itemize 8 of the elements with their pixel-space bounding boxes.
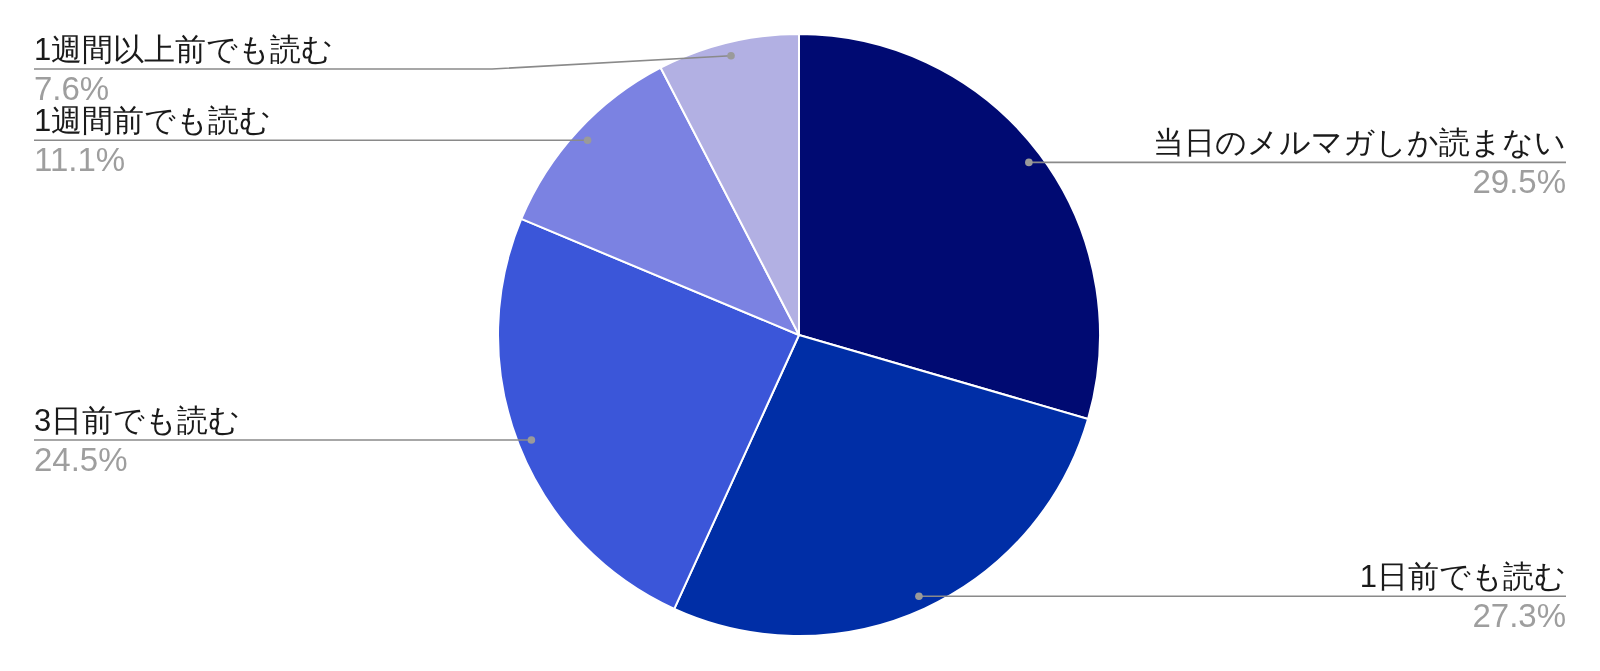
data-label: 24.5% bbox=[34, 440, 128, 478]
slice-label: 1日前でも読む bbox=[1359, 559, 1566, 595]
data-label: 27.3% bbox=[1472, 597, 1566, 635]
slice-label: 3日前でも読む bbox=[34, 402, 241, 438]
slice-label: 1週間以上前でも読む bbox=[34, 32, 334, 67]
slice-label: 当日のメルマガしか読まない bbox=[1153, 125, 1566, 161]
data-label: 29.5% bbox=[1472, 163, 1566, 201]
data-label: 11.1% bbox=[34, 141, 126, 179]
